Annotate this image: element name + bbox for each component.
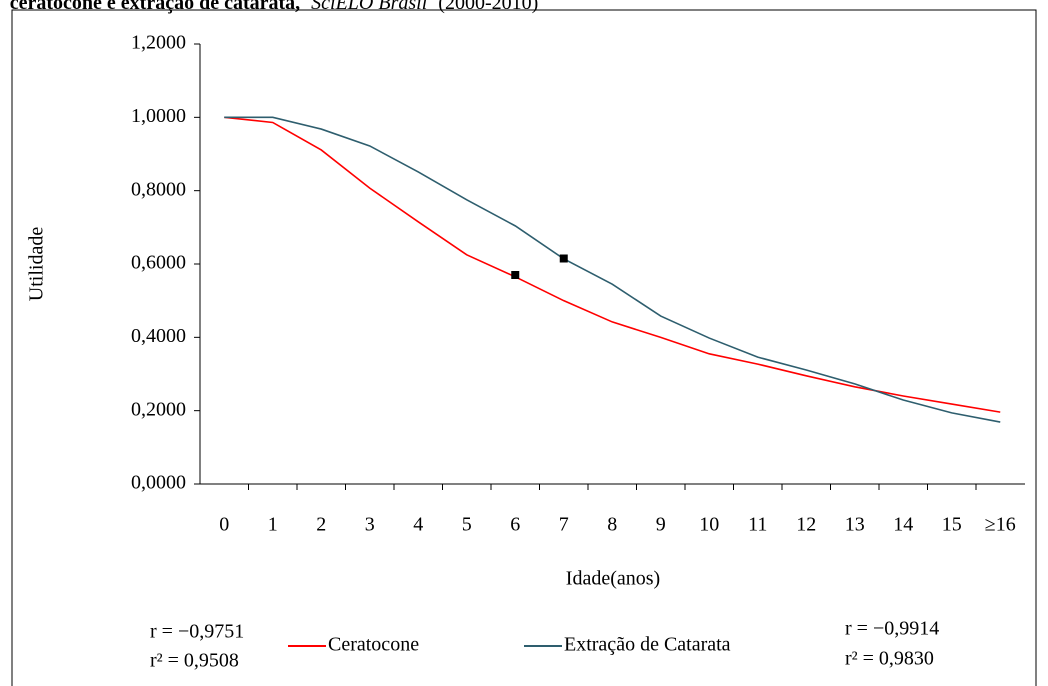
x-tick-label: 3 bbox=[365, 514, 375, 536]
annotation: r = −0,9914 bbox=[845, 618, 939, 640]
x-tick-label: 10 bbox=[699, 514, 719, 536]
x-tick-label: 15 bbox=[942, 514, 962, 536]
x-tick-label: 6 bbox=[510, 514, 520, 536]
x-tick-label: 1 bbox=[268, 514, 278, 536]
y-axis-label: Utilidade bbox=[26, 227, 48, 302]
chart-frame bbox=[11, 9, 1037, 686]
y-tick-label: 0,0000 bbox=[131, 472, 186, 494]
y-tick-label: 0,8000 bbox=[131, 178, 186, 200]
annotation: r² = 0,9508 bbox=[150, 650, 239, 672]
title-part: SciELO Brasil bbox=[311, 0, 428, 14]
x-tick-label: 13 bbox=[845, 514, 865, 536]
marker-point bbox=[511, 271, 520, 279]
x-tick-label: 9 bbox=[656, 514, 666, 536]
x-tick-label: 2 bbox=[316, 514, 326, 536]
chart-title: ceratocone e extração de catarata, SciEL… bbox=[10, 0, 539, 14]
x-tick-label: 0 bbox=[219, 514, 229, 536]
annotation: r = −0,9751 bbox=[150, 621, 244, 643]
x-tick-label: 7 bbox=[559, 514, 569, 536]
y-tick-label: 0,2000 bbox=[131, 398, 186, 420]
series-line bbox=[224, 116, 1001, 413]
title-part: ceratocone e extração de catarata, bbox=[10, 0, 300, 14]
legend-label: Ceratocone bbox=[328, 634, 419, 656]
y-tick-label: 0,4000 bbox=[131, 325, 186, 347]
x-tick-label: 5 bbox=[462, 514, 472, 536]
legend-label: Extração de Catarata bbox=[564, 634, 731, 656]
title-part: (2000-2010) bbox=[438, 0, 538, 14]
y-tick-label: 1,2000 bbox=[131, 32, 186, 54]
series-line bbox=[224, 116, 1001, 423]
x-tick-label: 8 bbox=[607, 514, 617, 536]
x-tick-label: 11 bbox=[748, 514, 767, 536]
marker-point bbox=[559, 254, 568, 263]
x-axis-label: Idade(anos) bbox=[566, 568, 660, 590]
x-tick-label: 14 bbox=[893, 514, 913, 536]
y-tick-label: 0,6000 bbox=[131, 252, 186, 274]
x-tick-label: 4 bbox=[413, 514, 423, 536]
y-tick-label: 1,0000 bbox=[131, 105, 186, 127]
x-tick-label: ≥16 bbox=[985, 514, 1016, 536]
annotation: r² = 0,9830 bbox=[845, 648, 934, 670]
x-tick-label: 12 bbox=[796, 514, 816, 536]
